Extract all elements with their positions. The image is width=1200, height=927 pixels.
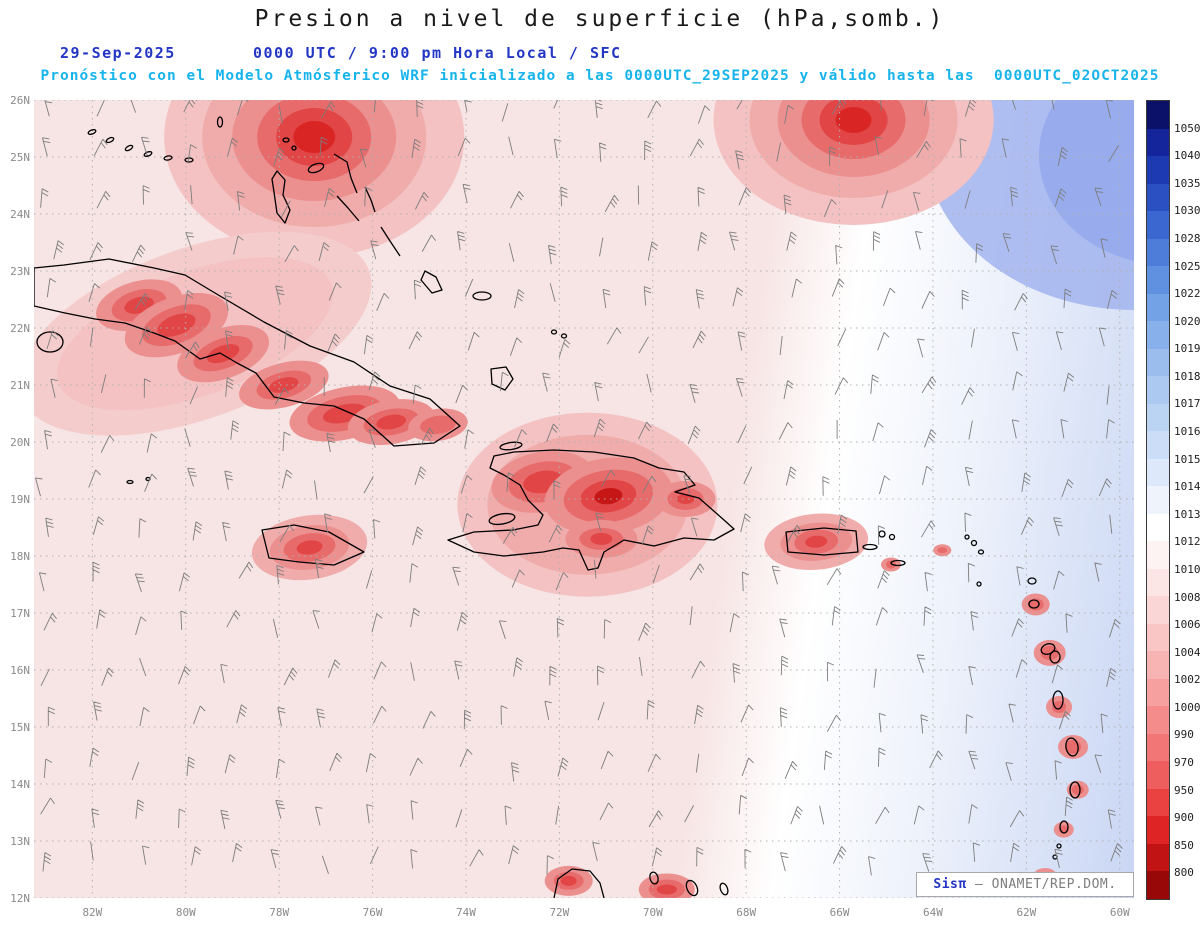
lat-tick-label: 19N bbox=[10, 493, 30, 506]
colorbar-cell bbox=[1147, 128, 1169, 157]
pressure-colorbar bbox=[1146, 100, 1170, 900]
colorbar-cell bbox=[1147, 458, 1169, 487]
forecast-valid-time: 0000 UTC / 9:00 pm Hora Local / SFC bbox=[253, 44, 622, 62]
colorbar-cell bbox=[1147, 871, 1169, 899]
colorbar-level-label: 1008 bbox=[1174, 590, 1200, 604]
colorbar-level-label: 1002 bbox=[1174, 673, 1200, 687]
lon-tick-label: 74W bbox=[456, 906, 476, 919]
colorbar-level-label: 1000 bbox=[1174, 700, 1200, 714]
colorbar-level-label: 1035 bbox=[1174, 176, 1200, 190]
lat-tick-label: 15N bbox=[10, 721, 30, 734]
lat-tick-label: 24N bbox=[10, 208, 30, 221]
pi-logo-icon: π bbox=[958, 877, 967, 892]
lon-tick-label: 60W bbox=[1109, 906, 1130, 919]
wind-barb-layer bbox=[35, 100, 1123, 876]
lat-tick-label: 23N bbox=[10, 265, 30, 278]
colorbar-cell bbox=[1147, 101, 1169, 129]
map-area: Sisπ — ONAMET/REP.DOM. bbox=[34, 100, 1134, 898]
lon-tick-label: 72W bbox=[549, 906, 570, 919]
colorbar-level-label: 1014 bbox=[1174, 480, 1200, 494]
lat-tick-label: 26N bbox=[10, 94, 30, 107]
map-canvas bbox=[34, 100, 1134, 898]
colorbar-cell bbox=[1147, 788, 1169, 817]
colorbar-cell bbox=[1147, 596, 1169, 624]
colorbar-level-label: 950 bbox=[1174, 783, 1194, 797]
colorbar-cell bbox=[1147, 266, 1169, 294]
colorbar-level-label: 1022 bbox=[1174, 287, 1200, 301]
colorbar-cell bbox=[1147, 541, 1169, 569]
colorbar-cell bbox=[1147, 238, 1169, 267]
colorbar-level-label: 990 bbox=[1174, 728, 1194, 742]
lat-tick-label: 17N bbox=[10, 607, 30, 620]
colorbar-cell bbox=[1147, 706, 1169, 734]
colorbar-cell bbox=[1147, 568, 1169, 597]
colorbar-cell bbox=[1147, 733, 1169, 762]
colorbar-level-label: 1018 bbox=[1174, 369, 1200, 383]
colorbar-cell bbox=[1147, 211, 1169, 239]
colorbar-cell bbox=[1147, 678, 1169, 707]
colorbar-level-label: 900 bbox=[1174, 811, 1194, 825]
colorbar-level-label: 1019 bbox=[1174, 342, 1200, 356]
lon-tick-label: 80W bbox=[175, 906, 196, 919]
colorbar-level-label: 1028 bbox=[1174, 231, 1200, 245]
lon-tick-label: 70W bbox=[642, 906, 663, 919]
colorbar-cell bbox=[1147, 321, 1169, 349]
lon-tick-label: 64W bbox=[923, 906, 943, 919]
colorbar-level-label: 1017 bbox=[1174, 397, 1200, 411]
colorbar-cell bbox=[1147, 816, 1169, 844]
colorbar-level-label: 1016 bbox=[1174, 425, 1200, 439]
colorbar-level-label: 1040 bbox=[1174, 149, 1200, 163]
colorbar-level-label: 1015 bbox=[1174, 452, 1200, 466]
colorbar-level-label: 800 bbox=[1174, 866, 1194, 880]
colorbar-level-label: 850 bbox=[1174, 838, 1194, 852]
lon-tick-label: 78W bbox=[269, 906, 290, 919]
lon-tick-label: 76W bbox=[362, 906, 383, 919]
lon-tick-label: 82W bbox=[82, 906, 103, 919]
lat-tick-label: 20N bbox=[10, 436, 30, 449]
chart-title: Presion a nivel de superficie (hPa,somb.… bbox=[254, 6, 946, 32]
forecast-date: 29-Sep-2025 bbox=[60, 44, 176, 62]
lat-tick-label: 22N bbox=[10, 322, 30, 335]
colorbar-level-label: 1025 bbox=[1174, 259, 1200, 273]
colorbar-level-label: 1050 bbox=[1174, 121, 1200, 135]
lat-tick-label: 12N bbox=[10, 892, 30, 905]
lat-tick-label: 13N bbox=[10, 835, 30, 848]
colorbar-level-label: 1020 bbox=[1174, 314, 1200, 328]
colorbar-cell bbox=[1147, 183, 1169, 212]
colorbar-cell bbox=[1147, 513, 1169, 542]
lat-tick-label: 25N bbox=[10, 151, 30, 164]
colorbar-cell bbox=[1147, 156, 1169, 184]
colorbar-cell bbox=[1147, 348, 1169, 377]
colorbar-cell bbox=[1147, 293, 1169, 322]
lon-tick-label: 62W bbox=[1016, 906, 1037, 919]
attribution-box: Sisπ — ONAMET/REP.DOM. bbox=[916, 872, 1134, 897]
colorbar-level-label: 1013 bbox=[1174, 507, 1200, 521]
lat-tick-label: 21N bbox=[10, 379, 30, 392]
lon-tick-label: 68W bbox=[736, 906, 757, 919]
colorbar-cell bbox=[1147, 651, 1169, 679]
colorbar-level-label: 1030 bbox=[1174, 204, 1200, 218]
colorbar-cell bbox=[1147, 623, 1169, 652]
pressure-shading-layer bbox=[34, 100, 1134, 898]
colorbar-level-label: 1012 bbox=[1174, 535, 1200, 549]
colorbar-cell bbox=[1147, 843, 1169, 872]
attribution-org: — ONAMET/REP.DOM. bbox=[966, 877, 1117, 892]
colorbar-level-label: 970 bbox=[1174, 756, 1194, 770]
lat-tick-label: 18N bbox=[10, 550, 30, 563]
colorbar-level-label: 1010 bbox=[1174, 562, 1200, 576]
lon-tick-label: 66W bbox=[829, 906, 850, 919]
colorbar-level-label: 1006 bbox=[1174, 618, 1200, 632]
coastline-layer bbox=[34, 116, 1081, 898]
sispi-brand: Sis bbox=[933, 877, 959, 892]
colorbar-cell bbox=[1147, 761, 1169, 789]
lat-tick-label: 14N bbox=[10, 778, 30, 791]
colorbar-cell bbox=[1147, 431, 1169, 459]
lat-tick-label: 16N bbox=[10, 664, 30, 677]
colorbar-cell bbox=[1147, 376, 1169, 404]
colorbar-level-label: 1004 bbox=[1174, 645, 1200, 659]
colorbar-cell bbox=[1147, 486, 1169, 514]
colorbar-cell bbox=[1147, 403, 1169, 432]
forecast-model-note: Pronóstico con el Modelo Atmósferico WRF… bbox=[40, 68, 1160, 84]
